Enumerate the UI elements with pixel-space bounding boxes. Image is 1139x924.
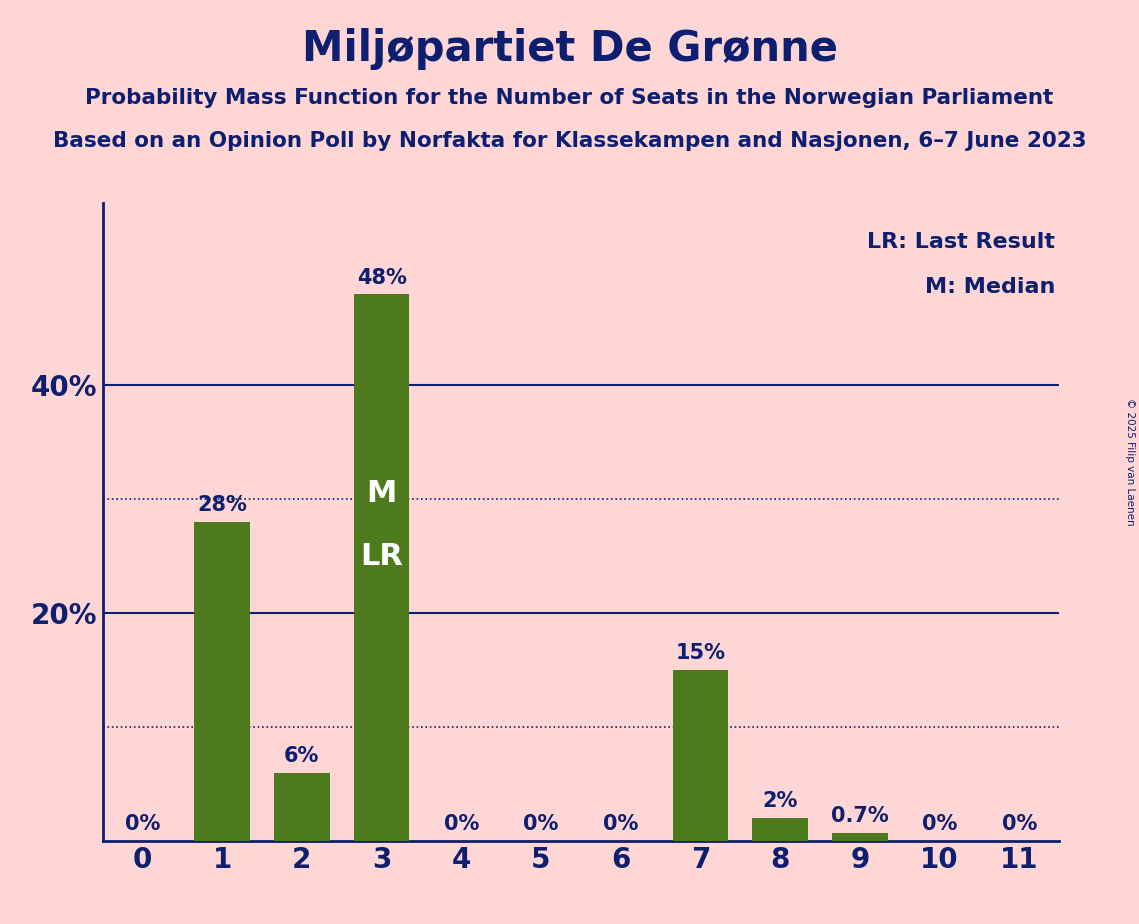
Text: 2%: 2% — [762, 791, 798, 811]
Text: 0.7%: 0.7% — [831, 806, 888, 826]
Text: 6%: 6% — [284, 746, 320, 766]
Bar — [752, 818, 808, 841]
Text: M: Median: M: Median — [925, 277, 1055, 298]
Text: Probability Mass Function for the Number of Seats in the Norwegian Parliament: Probability Mass Function for the Number… — [85, 88, 1054, 108]
Text: 0%: 0% — [523, 814, 559, 834]
Text: LR: LR — [360, 541, 403, 571]
Bar — [831, 833, 887, 841]
Text: Based on an Opinion Poll by Norfakta for Klassekampen and Nasjonen, 6–7 June 202: Based on an Opinion Poll by Norfakta for… — [52, 131, 1087, 152]
Bar — [672, 670, 729, 841]
Text: M: M — [367, 480, 396, 508]
Text: 0%: 0% — [921, 814, 958, 834]
Bar — [194, 522, 251, 841]
Text: 0%: 0% — [603, 814, 639, 834]
Text: 0%: 0% — [443, 814, 480, 834]
Text: 0%: 0% — [1001, 814, 1038, 834]
Text: Miljøpartiet De Grønne: Miljøpartiet De Grønne — [302, 28, 837, 69]
Bar — [353, 295, 410, 841]
Text: © 2025 Filip van Laenen: © 2025 Filip van Laenen — [1125, 398, 1134, 526]
Text: 0%: 0% — [124, 814, 161, 834]
Text: LR: Last Result: LR: Last Result — [867, 232, 1055, 251]
Bar — [273, 772, 329, 841]
Text: 28%: 28% — [197, 495, 247, 516]
Text: 48%: 48% — [357, 268, 407, 287]
Text: 15%: 15% — [675, 643, 726, 663]
